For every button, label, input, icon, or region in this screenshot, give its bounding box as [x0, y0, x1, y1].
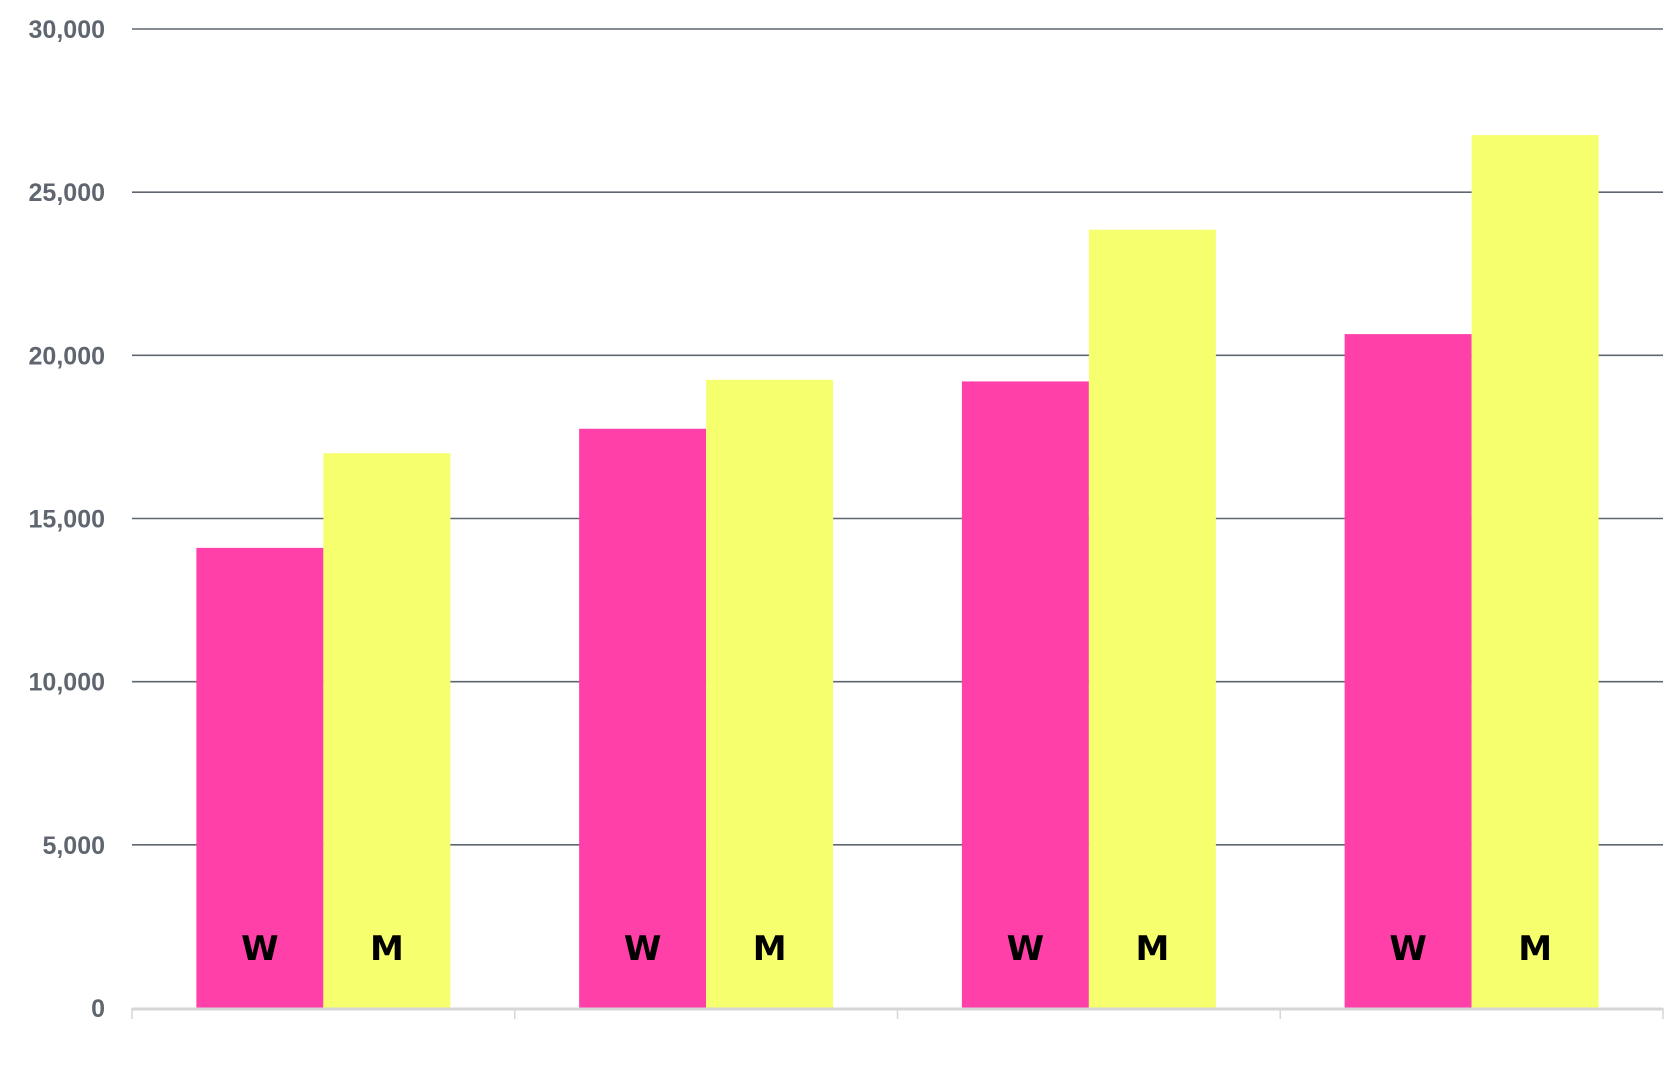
bar-m	[323, 453, 451, 1008]
bar-series-label: M	[370, 929, 404, 969]
y-tick-label: 20,000	[29, 342, 105, 370]
bar-series-label: M	[1135, 929, 1169, 969]
y-axis-ticks: 0 5,000 10,000 15,000 20,000 25,000 30,000	[29, 16, 105, 1023]
bar-series-label: M	[753, 929, 787, 969]
bar-series-label: W	[241, 929, 279, 969]
bar-w	[579, 428, 707, 1009]
y-tick-label: 25,000	[29, 179, 105, 207]
y-tick-label: 30,000	[29, 16, 105, 44]
x-axis	[131, 1007, 1664, 1019]
bar-w	[1344, 334, 1472, 1008]
bar-series-label: W	[1389, 929, 1427, 969]
y-tick-label: 15,000	[29, 506, 105, 534]
bar-w	[961, 381, 1089, 1008]
bar-series-label: M	[1518, 929, 1552, 969]
bar-m	[1471, 135, 1599, 1008]
bar-m	[1088, 229, 1216, 1008]
y-tick-label: 0	[91, 995, 105, 1023]
y-tick-label: 10,000	[29, 669, 105, 697]
bar-m	[706, 379, 834, 1008]
y-tick-label: 5,000	[42, 832, 105, 860]
bar-w	[196, 547, 324, 1008]
bar-series-label: W	[1007, 929, 1045, 969]
bar-series-label: W	[624, 929, 662, 969]
